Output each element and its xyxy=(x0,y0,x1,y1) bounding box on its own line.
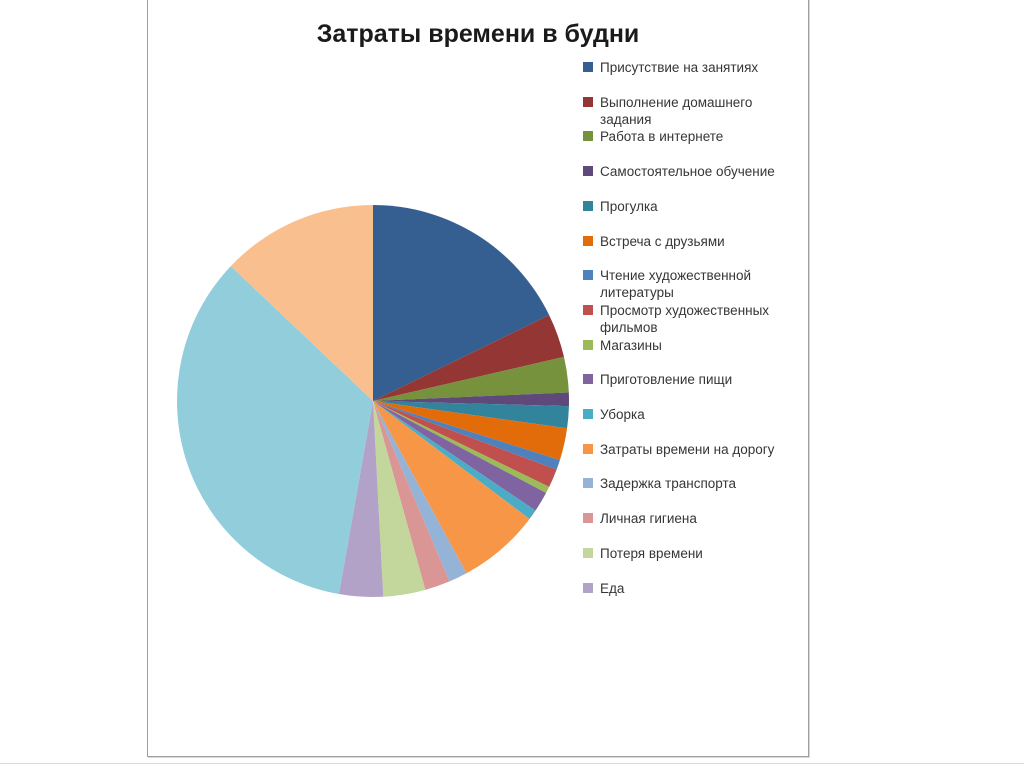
pie-slice-9 xyxy=(373,401,550,494)
pie-slice-16 xyxy=(338,401,384,597)
legend-swatch xyxy=(583,235,593,246)
legend-swatch xyxy=(583,582,593,593)
legend-item: Самостоятельное обучение xyxy=(583,163,800,180)
pie-slice-13 xyxy=(373,401,467,582)
legend-swatch xyxy=(583,339,593,350)
legend-item: Приготовление пищи xyxy=(583,371,800,388)
legend-item: Чтение художественной литературы xyxy=(583,267,800,301)
legend-item: Прогулка xyxy=(583,198,800,215)
legend-item-label: Присутствие на занятиях xyxy=(600,60,759,75)
legend-item-label: Личная гигиена xyxy=(600,511,697,527)
legend-item: Работа в интернете xyxy=(583,128,800,145)
legend-item-label: Самостоятельное обучение xyxy=(600,164,775,180)
legend-item: Уборка xyxy=(583,406,800,423)
pie-slice-10 xyxy=(373,401,547,511)
chart-title: Затраты времени в будни xyxy=(316,20,640,48)
legend-item-label: Прогулка xyxy=(600,198,658,214)
legend-swatch xyxy=(583,62,593,72)
pie-slice-12 xyxy=(373,401,530,574)
legend-item: Встреча с друзьями xyxy=(583,233,800,250)
legend-swatch xyxy=(583,270,593,281)
legend-item-label: Встреча с друзьями xyxy=(600,233,725,249)
legend-swatch xyxy=(583,131,593,142)
legend-swatch xyxy=(583,200,593,211)
slide-bottom-edge-line xyxy=(0,763,1024,764)
legend: Присутствие на занятиях Выполнение домашн… xyxy=(583,0,793,718)
legend-swatch xyxy=(583,96,593,107)
legend-swatch xyxy=(583,166,593,177)
legend-item-label: Еда xyxy=(600,580,625,596)
legend-item: Задержка транспорта xyxy=(583,475,800,492)
legend-swatch xyxy=(583,374,593,385)
legend-item-label: Работа в интернете xyxy=(600,129,724,145)
pie-slice-1 xyxy=(373,205,550,401)
legend-item-label: Просмотр художественных фильмов xyxy=(600,302,770,335)
legend-item: Магазины xyxy=(583,337,800,354)
legend-item-label: Приготовление пищи xyxy=(600,372,733,388)
legend-item-label: Затраты времени на дорогу xyxy=(600,441,775,457)
legend-swatch xyxy=(583,478,593,489)
legend-item: Затраты времени на дорогу xyxy=(583,441,800,458)
pie-slice-6 xyxy=(373,401,568,460)
legend-swatch xyxy=(583,547,593,558)
pie-chart xyxy=(177,205,569,597)
pie-slice-18 xyxy=(230,205,373,401)
legend-item: Выполнение домашнего задания xyxy=(583,94,800,128)
legend-item: Личная гигиена xyxy=(583,510,800,527)
legend-item-label: Чтение художественной литературы xyxy=(600,268,752,301)
pie-slice-11 xyxy=(373,401,536,519)
legend-item-label: Задержка транспорта xyxy=(600,476,737,492)
pie-slice-2 xyxy=(373,315,564,401)
legend-item-label: Выполнение домашнего задания xyxy=(600,94,753,127)
legend-item: Еда xyxy=(583,580,800,597)
chart-frame: Затраты времени в будни Присутствие на з… xyxy=(147,0,809,757)
pie-slice-3 xyxy=(373,356,569,401)
pie-slice-8 xyxy=(373,401,557,487)
pie-slice-4 xyxy=(373,392,569,407)
legend-item: Присутствие на занятиях xyxy=(583,59,800,76)
legend-swatch xyxy=(583,409,593,419)
legend-item: Просмотр художественных фильмов xyxy=(583,302,800,336)
legend-item-label: Уборка xyxy=(600,407,645,422)
legend-swatch xyxy=(583,443,593,454)
pie-slice-5 xyxy=(373,401,569,429)
legend-item-label: Магазины xyxy=(600,337,662,353)
legend-item: Потеря времени xyxy=(583,545,800,562)
pie-slice-7 xyxy=(373,401,560,470)
legend-swatch xyxy=(583,304,593,315)
pie-slice-14 xyxy=(373,401,450,590)
legend-item-label: Потеря времени xyxy=(600,545,703,561)
pie-slice-15 xyxy=(373,401,426,597)
legend-swatch xyxy=(583,513,593,524)
pie-slice-17 xyxy=(177,266,373,595)
